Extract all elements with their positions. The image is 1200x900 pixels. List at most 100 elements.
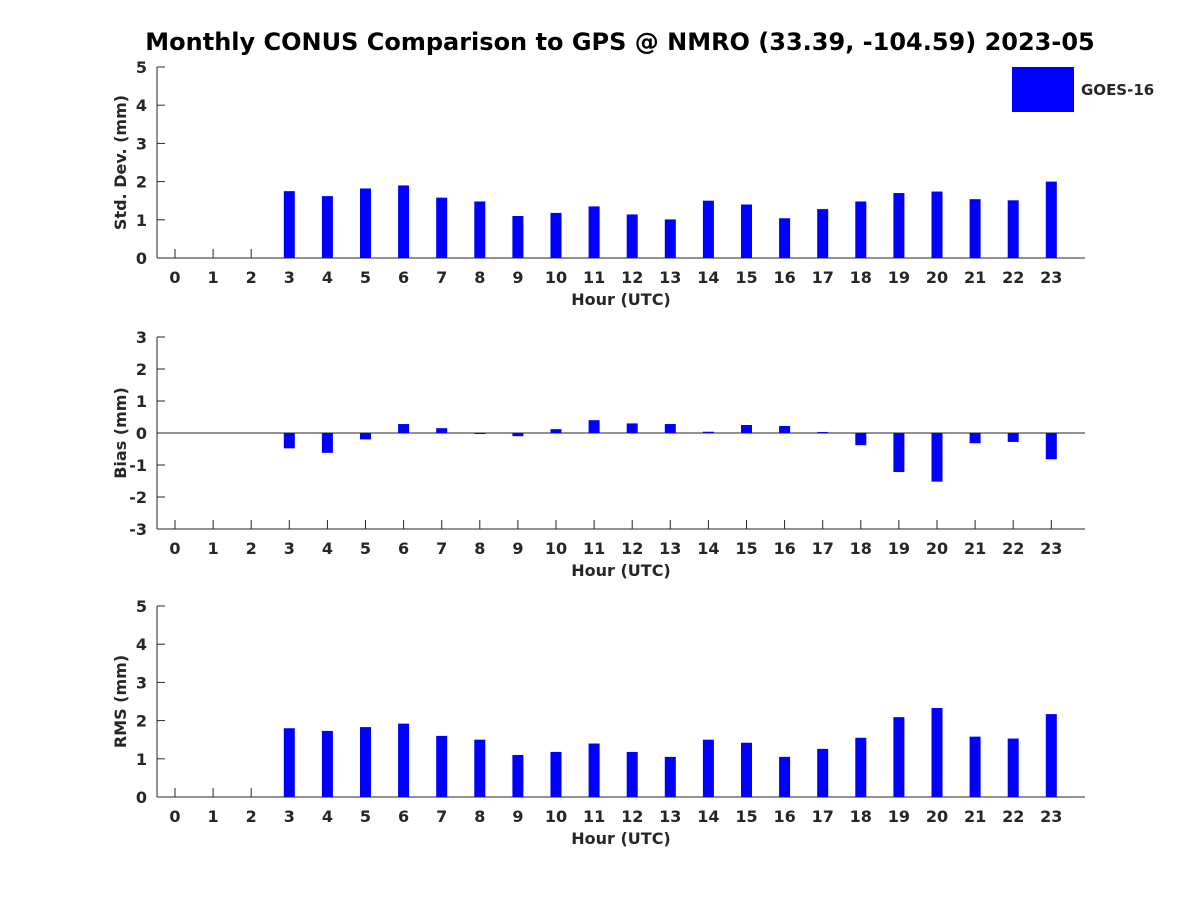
bar — [1045, 714, 1057, 797]
x-tick-label: 18 — [850, 807, 872, 826]
x-tick-label: 19 — [888, 268, 910, 287]
bar — [817, 748, 829, 797]
x-tick-label: 20 — [926, 268, 948, 287]
bar — [664, 424, 676, 433]
bar — [283, 191, 295, 258]
x-tick-label: 3 — [284, 539, 295, 558]
bar — [436, 428, 448, 433]
x-tick-label: 4 — [322, 268, 333, 287]
x-tick-label: 15 — [735, 539, 757, 558]
bar — [626, 214, 638, 258]
x-tick-label: 10 — [545, 268, 567, 287]
bar — [283, 433, 295, 449]
x-tick-label: 3 — [284, 807, 295, 826]
x-tick-label: 19 — [888, 539, 910, 558]
x-tick-label: 13 — [659, 807, 681, 826]
bar — [931, 707, 943, 797]
x-tick-label: 4 — [322, 807, 333, 826]
chart-title: Monthly CONUS Comparison to GPS @ NMRO (… — [145, 28, 1095, 56]
bar — [550, 751, 562, 797]
x-tick-label: 4 — [322, 539, 333, 558]
bar — [588, 206, 600, 258]
y-tick-label: 3 — [136, 328, 147, 347]
bar — [474, 739, 486, 797]
bar — [779, 218, 791, 258]
y-tick-label: 2 — [136, 173, 147, 192]
bar — [741, 204, 752, 258]
bar — [817, 209, 829, 258]
x-tick-label: 11 — [583, 268, 605, 287]
x-tick-label: 5 — [360, 807, 371, 826]
x-tick-label: 14 — [697, 807, 719, 826]
x-tick-label: 12 — [621, 268, 643, 287]
bar — [969, 433, 981, 444]
bar — [321, 433, 333, 453]
x-tick-label: 20 — [926, 539, 948, 558]
x-tick-label: 17 — [812, 807, 834, 826]
bar — [664, 219, 676, 258]
bar — [779, 425, 791, 433]
x-tick-label: 21 — [964, 807, 986, 826]
bar — [1007, 738, 1019, 797]
x-tick-label: 18 — [850, 539, 872, 558]
y-tick-label: -2 — [129, 488, 147, 507]
bar — [626, 423, 638, 433]
y-tick-label: 0 — [136, 788, 147, 807]
bar — [702, 739, 714, 797]
x-tick-label: 11 — [583, 807, 605, 826]
y-tick-label: 3 — [136, 673, 147, 692]
bar — [398, 424, 410, 433]
x-tick-label: 5 — [360, 539, 371, 558]
bar — [550, 429, 562, 433]
x-tick-label: 8 — [474, 807, 485, 826]
bar — [626, 751, 638, 797]
x-tick-label: 14 — [697, 268, 719, 287]
x-tick-label: 2 — [246, 539, 257, 558]
bar — [931, 191, 943, 258]
x-tick-label: 23 — [1040, 807, 1062, 826]
bar — [436, 735, 448, 797]
y-tick-label: -1 — [129, 456, 147, 475]
x-tick-label: 6 — [398, 268, 409, 287]
x-tick-label: 6 — [398, 807, 409, 826]
y-tick-label: 4 — [136, 96, 147, 115]
y-tick-label: 1 — [136, 750, 147, 769]
x-tick-label: 20 — [926, 807, 948, 826]
x-tick-label: 13 — [659, 268, 681, 287]
x-axis-label: Hour (UTC) — [571, 829, 671, 848]
y-tick-label: 0 — [136, 249, 147, 268]
y-tick-label: 2 — [136, 360, 147, 379]
bar — [741, 425, 752, 433]
y-tick-label: 0 — [136, 424, 147, 443]
bar — [398, 723, 410, 797]
bar — [969, 199, 981, 258]
x-tick-label: 17 — [812, 539, 834, 558]
y-tick-label: 1 — [136, 392, 147, 411]
x-tick-label: 0 — [169, 539, 180, 558]
bar — [893, 717, 905, 797]
bar — [893, 433, 905, 473]
x-tick-label: 15 — [735, 268, 757, 287]
bar — [283, 728, 295, 797]
x-tick-label: 1 — [208, 539, 219, 558]
bar — [550, 212, 562, 258]
y-tick-label: -3 — [129, 520, 147, 539]
bar — [588, 420, 600, 433]
x-tick-label: 5 — [360, 268, 371, 287]
x-tick-label: 3 — [284, 268, 295, 287]
bar — [855, 433, 867, 446]
x-tick-label: 0 — [169, 807, 180, 826]
y-tick-label: 3 — [136, 134, 147, 153]
x-tick-label: 16 — [773, 268, 795, 287]
x-tick-label: 15 — [735, 807, 757, 826]
bar — [855, 201, 867, 258]
bar — [360, 727, 371, 797]
bar — [436, 197, 448, 258]
y-tick-label: 2 — [136, 712, 147, 731]
x-tick-label: 6 — [398, 539, 409, 558]
x-tick-label: 13 — [659, 539, 681, 558]
legend-label: GOES-16 — [1081, 81, 1154, 99]
y-tick-label: 5 — [136, 597, 147, 616]
x-tick-label: 10 — [545, 807, 567, 826]
